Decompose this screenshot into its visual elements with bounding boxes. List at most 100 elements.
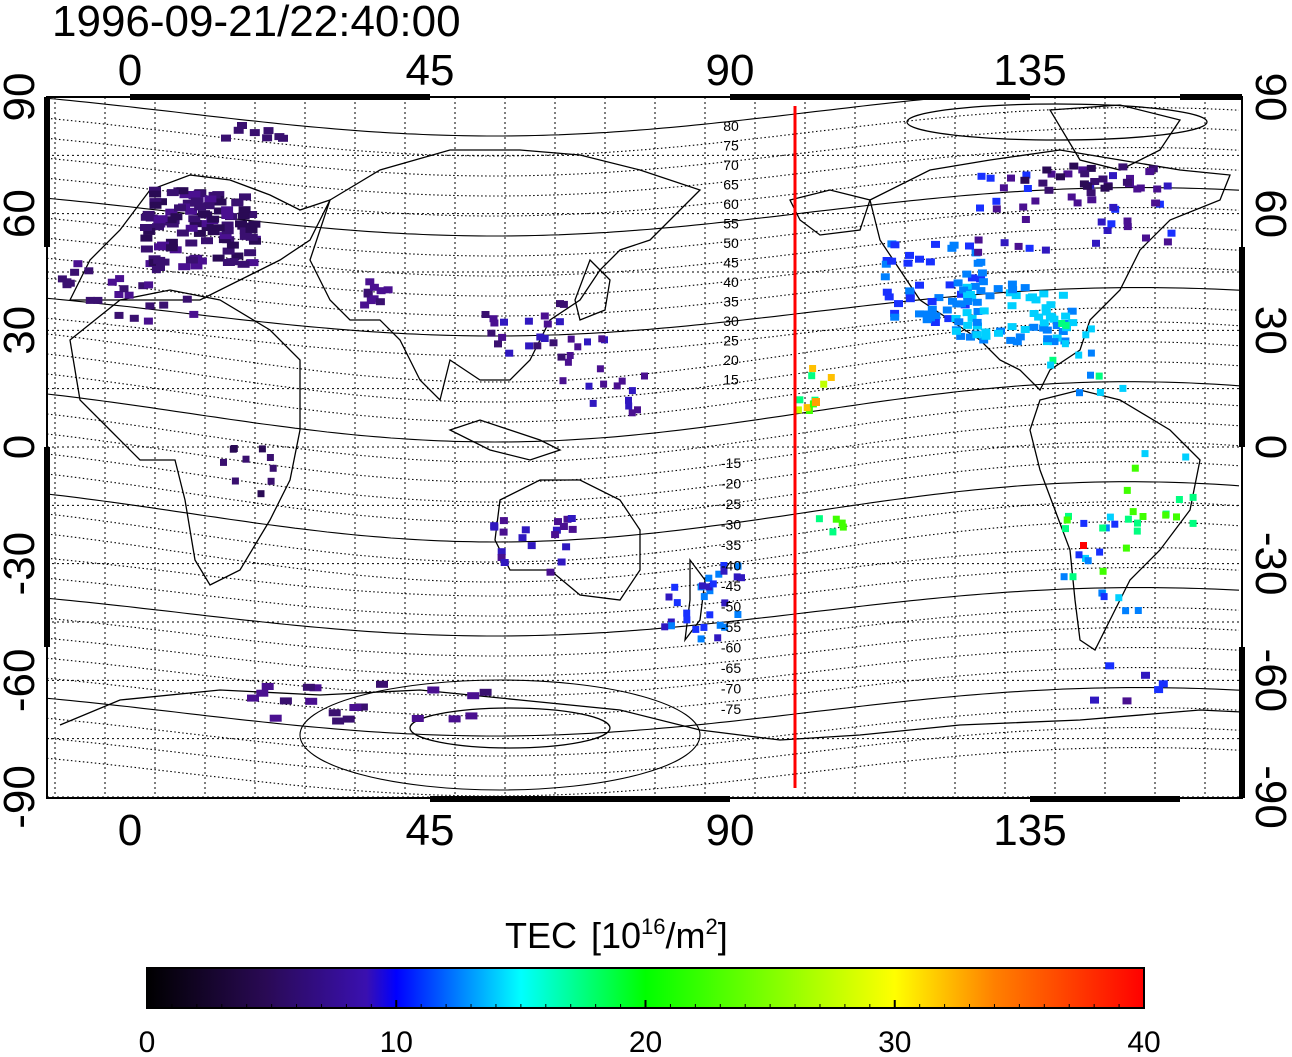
tec-point [124, 291, 134, 299]
colorbar-tick-label: 0 [139, 1026, 156, 1057]
tec-point [220, 458, 227, 466]
tec-point [231, 477, 239, 485]
tec-point [1080, 170, 1090, 178]
tec-point [549, 339, 558, 347]
tec-point [1106, 513, 1114, 521]
tec-point [499, 528, 508, 536]
tec-point [155, 215, 168, 223]
tec-point [226, 241, 239, 249]
tec-point [1123, 223, 1132, 231]
tec-point [194, 203, 207, 211]
tec-point [165, 238, 178, 246]
tec-point [1000, 239, 1009, 247]
tec-point [927, 305, 937, 313]
tec-point [1100, 593, 1108, 601]
tec-point [540, 335, 549, 342]
tec-point [1067, 193, 1076, 201]
tec-point [949, 241, 959, 249]
tec-point [880, 273, 890, 281]
tec-point [221, 206, 234, 214]
tec-point [1122, 544, 1130, 552]
tec-point [796, 396, 804, 404]
tec-point [733, 573, 741, 581]
tec-point [448, 715, 461, 723]
tec-point [986, 174, 995, 182]
tec-point [1007, 323, 1017, 331]
tec-point [263, 127, 274, 135]
tec-point [1049, 356, 1057, 364]
tec-point [1139, 513, 1147, 520]
tec-point [540, 312, 549, 320]
tec-point [237, 212, 250, 220]
tec-point [214, 198, 227, 206]
lat-tick-left: 0 [0, 435, 44, 459]
tec-point [1109, 172, 1117, 180]
tec-point [376, 287, 386, 295]
contour-label: -75 [721, 701, 741, 717]
tec-point [1099, 524, 1107, 532]
tec-point [140, 224, 152, 231]
tec-point [1123, 217, 1132, 225]
tec-point [193, 229, 206, 237]
contour-label: -25 [721, 496, 741, 512]
tec-point [185, 256, 198, 264]
tec-point [1023, 185, 1032, 192]
tec-point [963, 298, 973, 305]
tec-point [231, 252, 244, 260]
tec-point [1189, 519, 1197, 527]
tec-point [170, 213, 183, 221]
tec-point [1029, 323, 1039, 331]
tec-point [182, 199, 195, 207]
tec-point [567, 335, 575, 343]
tec-point [568, 525, 577, 533]
contour-label: -35 [721, 537, 741, 553]
tec-point [979, 307, 989, 315]
tec-point [369, 295, 379, 303]
tec-point [993, 285, 1003, 293]
tec-point [557, 558, 566, 566]
tec-point [1099, 567, 1107, 575]
tec-point [1167, 229, 1176, 237]
tec-point [613, 382, 621, 390]
tec-point [1007, 174, 1015, 182]
tec-point [279, 697, 292, 705]
tec-point [1025, 244, 1034, 252]
lon-tick-top: 0 [118, 46, 142, 95]
tec-point [552, 526, 561, 534]
lon-tick-top: 135 [993, 46, 1066, 95]
tec-point [1015, 333, 1025, 341]
tec-point [1086, 189, 1096, 197]
tec-point [563, 515, 572, 523]
tec-point [700, 623, 708, 631]
tec-point [890, 241, 900, 249]
tec-point [376, 680, 388, 688]
tec-point [1061, 340, 1069, 348]
tec-point [1084, 557, 1092, 565]
tec-point [925, 258, 935, 266]
tec-point [219, 232, 232, 240]
tec-point [115, 275, 125, 283]
tec-point [1042, 166, 1052, 174]
tec-point [144, 281, 154, 289]
tec-point [332, 717, 345, 725]
tec-point [256, 689, 269, 697]
tec-point [207, 228, 220, 236]
tec-point [1122, 607, 1130, 615]
lat-tick-right: -90 [1246, 765, 1292, 829]
colorbar-ticks: 0 10 20 30 40 [139, 1000, 1161, 1057]
tec-point [527, 542, 536, 550]
tec-point [1098, 175, 1108, 183]
tec-point [551, 531, 560, 539]
lon-tick-top: 90 [706, 46, 755, 95]
tec-point [973, 259, 983, 267]
tec-point [556, 300, 564, 308]
tec-point [1090, 696, 1099, 704]
tec-point [952, 327, 961, 335]
tec-point [628, 387, 636, 395]
tec-point [189, 310, 199, 318]
tec-point [490, 523, 499, 531]
tec-point [716, 621, 724, 629]
tec-point [363, 290, 373, 298]
contour-label: 65 [723, 177, 739, 193]
tec-point [536, 333, 545, 341]
